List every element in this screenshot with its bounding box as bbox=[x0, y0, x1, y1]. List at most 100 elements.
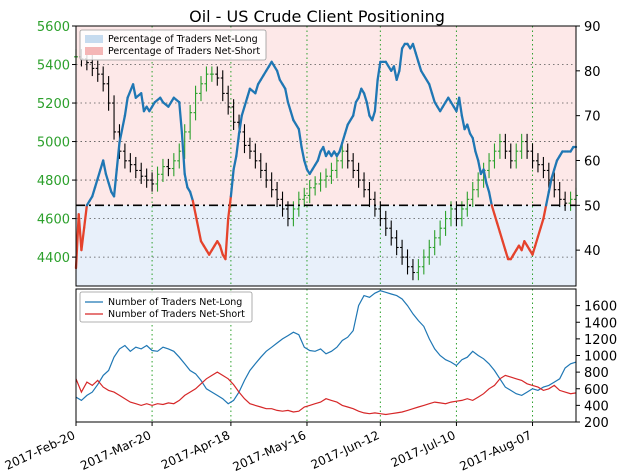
net-short-count-line bbox=[75, 371, 577, 416]
net-long-pct-segment bbox=[496, 222, 502, 234]
right-axis-ticks: 40 50 60 70 80 90 bbox=[576, 20, 601, 259]
x-axis-ticks: 2017-Feb-20 2017-Mar-20 2017-Apr-182017-Ma… bbox=[3, 422, 534, 474]
left-tick-label: 4600 bbox=[37, 213, 70, 228]
net-long-pct-segment bbox=[96, 168, 102, 180]
net-long-pct-segment bbox=[384, 60, 393, 72]
net-long-pct-segment bbox=[229, 168, 235, 198]
legend-swatch-net-short bbox=[85, 47, 103, 55]
net-long-pct-segment bbox=[284, 87, 290, 104]
net-long-pct-segment bbox=[346, 114, 355, 126]
net-long-pct-segment bbox=[112, 168, 118, 198]
bottom-right-tick-label: 1000 bbox=[584, 350, 617, 365]
net-long-pct-segment bbox=[501, 240, 507, 252]
net-long-pct-segment bbox=[275, 69, 281, 81]
net-long-pct-segment bbox=[542, 204, 548, 220]
net-long-pct-segment bbox=[357, 87, 363, 99]
bottom-right-tick-label: 1200 bbox=[584, 333, 617, 348]
net-long-pct-segment bbox=[411, 42, 417, 55]
net-long-pct-segment bbox=[504, 248, 510, 261]
net-long-pct-segment bbox=[218, 244, 224, 256]
net-long-pct-segment bbox=[93, 177, 99, 189]
bottom-right-tick-label: 800 bbox=[584, 366, 609, 381]
x-tick-label: 2017-Jul-10 bbox=[389, 428, 458, 470]
net-long-pct-segment bbox=[104, 172, 110, 185]
net-long-pct-segment bbox=[118, 114, 127, 144]
net-long-pct-segment bbox=[341, 132, 347, 144]
net-long-pct-segment bbox=[487, 190, 493, 207]
price-bars bbox=[74, 49, 578, 281]
net-long-pct-segment bbox=[414, 51, 420, 64]
bottom-right-tick-label: 400 bbox=[584, 399, 609, 414]
net-long-pct-segment bbox=[373, 78, 379, 113]
net-long-pct-segment bbox=[240, 105, 246, 117]
legend-label-net-short-count: Number of Traders Net-Short bbox=[108, 309, 245, 320]
net-long-pct-segment bbox=[140, 92, 146, 113]
net-long-pct-segment bbox=[254, 83, 260, 95]
left-axis-ticks: 4400 4600 4800 5000 5200 5400 5600 bbox=[37, 20, 76, 266]
net-long-pct-segment bbox=[362, 92, 368, 104]
net-long-count-line bbox=[75, 290, 577, 405]
net-long-shade bbox=[76, 205, 576, 286]
net-long-pct-segment bbox=[224, 217, 230, 261]
legend-label-net-long-count: Number of Traders Net-Long bbox=[108, 297, 242, 308]
chart-title: Oil - US Crude Client Positioning bbox=[189, 7, 445, 26]
right-tick-label: 50 bbox=[584, 199, 601, 214]
top-series bbox=[74, 42, 578, 270]
left-tick-label: 4800 bbox=[37, 174, 70, 189]
left-tick-label: 5200 bbox=[37, 97, 70, 112]
net-long-pct-segment bbox=[539, 217, 545, 229]
net-long-pct-segment bbox=[376, 60, 382, 81]
net-long-pct-segment bbox=[460, 114, 466, 131]
net-long-pct-segment bbox=[520, 240, 526, 252]
net-long-pct-segment bbox=[498, 231, 504, 243]
net-long-pct-segment bbox=[417, 60, 423, 72]
net-long-pct-segment bbox=[246, 87, 252, 99]
net-long-pct-segment bbox=[550, 168, 556, 180]
net-long-pct-segment bbox=[485, 181, 491, 194]
net-long-pct-segment bbox=[534, 235, 540, 247]
top-panel: 4400 4600 4800 5000 5200 5400 5600 40 50 60 70 80 9… bbox=[37, 20, 601, 287]
top-legend-box bbox=[79, 29, 267, 61]
net-long-pct-segment bbox=[474, 150, 480, 162]
net-long-pct-segment bbox=[458, 96, 464, 117]
net-long-pct-segment bbox=[243, 96, 249, 108]
net-long-pct-segment bbox=[131, 83, 137, 99]
net-long-pct-segment bbox=[428, 83, 434, 95]
net-long-pct-segment bbox=[286, 101, 292, 113]
net-long-pct-segment bbox=[126, 83, 135, 99]
bottom-right-tick-label: 600 bbox=[584, 383, 609, 398]
net-long-pct-segment bbox=[235, 132, 241, 158]
net-long-pct-segment bbox=[365, 101, 371, 117]
net-long-pct-segment bbox=[80, 226, 86, 252]
net-long-pct-segment bbox=[338, 141, 344, 153]
legend-label-net-short-pct: Percentage of Traders Net-Short bbox=[108, 46, 260, 57]
net-long-pct-segment bbox=[188, 190, 194, 202]
net-long-pct-segment bbox=[232, 154, 238, 171]
x-tick-label: 2017-Feb-20 bbox=[3, 428, 78, 473]
net-long-pct-segment bbox=[531, 244, 537, 256]
net-long-pct-segment bbox=[493, 213, 499, 225]
right-tick-label: 90 bbox=[584, 20, 601, 35]
left-tick-label: 4400 bbox=[37, 251, 70, 266]
left-tick-label: 5600 bbox=[37, 20, 70, 35]
net-long-pct-segment bbox=[227, 195, 233, 220]
net-long-pct-segment bbox=[553, 159, 559, 171]
net-long-pct-segment bbox=[83, 204, 89, 229]
net-long-pct-segment bbox=[398, 47, 404, 72]
net-long-pct-segment bbox=[194, 213, 203, 243]
net-long-pct-segment bbox=[471, 136, 477, 153]
net-long-pct-segment bbox=[178, 101, 184, 135]
net-long-pct-segment bbox=[297, 127, 303, 149]
net-long-pct-segment bbox=[191, 199, 197, 216]
net-long-pct-segment bbox=[107, 181, 113, 194]
net-long-pct-segment bbox=[422, 74, 431, 86]
net-long-pct-segment bbox=[289, 110, 295, 122]
net-long-pct-segment bbox=[270, 60, 279, 72]
net-long-pct-segment bbox=[490, 204, 496, 216]
x-tick-label: 2017-May-16 bbox=[231, 428, 309, 474]
left-tick-label: 5400 bbox=[37, 59, 70, 74]
net-long-pct-segment bbox=[482, 168, 488, 185]
right-tick-label: 60 bbox=[584, 154, 601, 169]
bottom-legend: Number of Traders Net-Long Number of Tra… bbox=[79, 291, 253, 323]
